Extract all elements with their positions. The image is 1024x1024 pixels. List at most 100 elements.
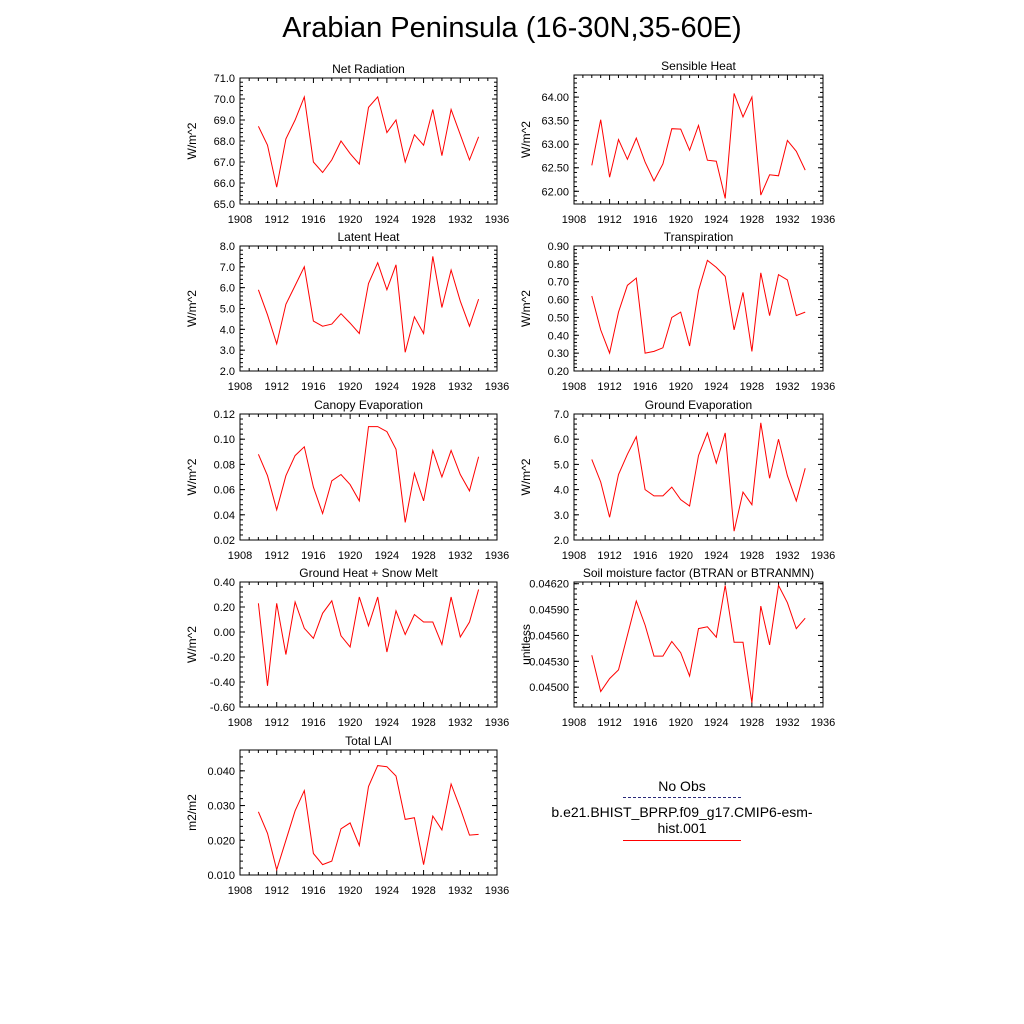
x-tick-label: 1916 (301, 550, 325, 562)
x-tick-label: 1916 (301, 214, 325, 226)
y-tick-label: 4.0 (554, 485, 569, 497)
x-tick-label: 1936 (485, 717, 509, 729)
legend-model-line (623, 840, 741, 841)
x-tick-label: 1928 (740, 214, 764, 226)
x-tick-label: 1908 (228, 381, 252, 393)
plot-title: Total LAI (345, 734, 392, 748)
y-tick-label: 62.50 (541, 163, 569, 175)
y-tick-label: -0.60 (210, 702, 235, 714)
y-tick-label: 0.04620 (529, 579, 569, 591)
y-tick-label: 0.40 (548, 330, 569, 342)
y-tick-label: 0.010 (207, 870, 235, 882)
y-tick-label: 6.0 (554, 434, 569, 446)
x-tick-label: 1916 (633, 214, 657, 226)
y-tick-label: 4.0 (220, 324, 235, 336)
y-tick-label: 7.0 (220, 262, 235, 274)
x-tick-label: 1932 (448, 381, 472, 393)
x-tick-label: 1916 (633, 381, 657, 393)
y-tick-label: 65.0 (214, 199, 235, 211)
x-tick-label: 1908 (228, 550, 252, 562)
x-tick-label: 1924 (375, 550, 399, 562)
y-tick-label: 5.0 (220, 304, 235, 316)
x-tick-label: 1928 (411, 550, 435, 562)
y-tick-label: 0.70 (548, 277, 569, 289)
y-tick-label: 0.20 (214, 602, 235, 614)
x-tick-label: 1928 (411, 717, 435, 729)
x-tick-label: 1916 (633, 550, 657, 562)
x-tick-label: 1908 (562, 717, 586, 729)
x-tick-label: 1912 (264, 550, 288, 562)
x-tick-label: 1924 (375, 717, 399, 729)
x-tick-label: 1912 (597, 214, 621, 226)
y-tick-label: 3.0 (220, 345, 235, 357)
y-tick-label: 0.80 (548, 259, 569, 271)
plot-title: Ground Heat + Snow Melt (299, 566, 438, 580)
x-tick-label: 1936 (811, 717, 835, 729)
x-tick-label: 1912 (264, 717, 288, 729)
x-tick-label: 1928 (740, 717, 764, 729)
legend-obs-line (623, 797, 741, 798)
x-tick-label: 1932 (448, 214, 472, 226)
x-tick-label: 1928 (740, 550, 764, 562)
series-line (591, 259, 806, 355)
plot-title: Ground Evaporation (645, 398, 752, 412)
y-tick-label: -0.40 (210, 677, 235, 689)
y-tick-label: 0.90 (548, 241, 569, 253)
y-tick-label: 66.0 (214, 178, 235, 190)
x-tick-label: 1920 (338, 717, 362, 729)
y-tick-label: 3.0 (554, 510, 569, 522)
x-tick-label: 1936 (811, 550, 835, 562)
y-axis-label: m2/m2 (185, 794, 199, 831)
series-line (257, 589, 480, 686)
figure-title: Arabian Peninsula (16-30N,35-60E) (282, 12, 742, 44)
plot-frame (573, 245, 824, 372)
y-axis-label: W/m^2 (185, 458, 199, 495)
x-tick-label: 1920 (338, 381, 362, 393)
plot-frame (239, 245, 498, 372)
x-tick-label: 1932 (775, 214, 799, 226)
y-tick-label: 0.04560 (529, 630, 569, 642)
x-tick-label: 1908 (228, 214, 252, 226)
x-tick-label: 1920 (338, 550, 362, 562)
x-tick-label: 1912 (597, 717, 621, 729)
y-tick-label: 5.0 (554, 459, 569, 471)
x-tick-label: 1932 (448, 717, 472, 729)
x-tick-label: 1916 (301, 717, 325, 729)
y-tick-label: 0.02 (214, 535, 235, 547)
x-tick-label: 1924 (375, 885, 399, 897)
x-tick-label: 1908 (562, 214, 586, 226)
y-tick-label: 0.04530 (529, 656, 569, 668)
x-tick-label: 1916 (301, 885, 325, 897)
y-tick-label: 68.0 (214, 136, 235, 148)
x-tick-label: 1916 (633, 717, 657, 729)
legend-model-label: b.e21.BHIST_BPRP.f09_g17.CMIP6-esm-hist.… (551, 804, 813, 836)
x-tick-label: 1920 (338, 885, 362, 897)
y-tick-label: 0.30 (548, 348, 569, 360)
y-tick-label: 71.0 (214, 73, 235, 85)
series-line (257, 256, 480, 353)
x-tick-label: 1924 (375, 214, 399, 226)
y-axis-label: W/m^2 (185, 626, 199, 663)
plot-title: Latent Heat (337, 230, 400, 244)
x-tick-label: 1908 (562, 381, 586, 393)
x-tick-label: 1920 (668, 550, 692, 562)
x-tick-label: 1936 (485, 214, 509, 226)
plot-frame (239, 581, 498, 708)
plot-frame (573, 74, 824, 205)
legend: No Obs b.e21.BHIST_BPRP.f09_g17.CMIP6-es… (536, 778, 828, 841)
series-line (591, 422, 806, 532)
y-tick-label: 63.50 (541, 116, 569, 128)
series-line (257, 94, 480, 188)
x-tick-label: 1924 (704, 381, 728, 393)
x-tick-label: 1912 (597, 381, 621, 393)
x-tick-label: 1912 (597, 550, 621, 562)
y-tick-label: 0.50 (548, 312, 569, 324)
x-tick-label: 1936 (485, 885, 509, 897)
x-tick-label: 1912 (264, 381, 288, 393)
x-tick-label: 1908 (228, 717, 252, 729)
y-tick-label: 63.00 (541, 139, 569, 151)
plot-frame (573, 581, 824, 708)
y-tick-label: 0.04590 (529, 605, 569, 617)
x-tick-label: 1928 (411, 885, 435, 897)
x-tick-label: 1928 (740, 381, 764, 393)
